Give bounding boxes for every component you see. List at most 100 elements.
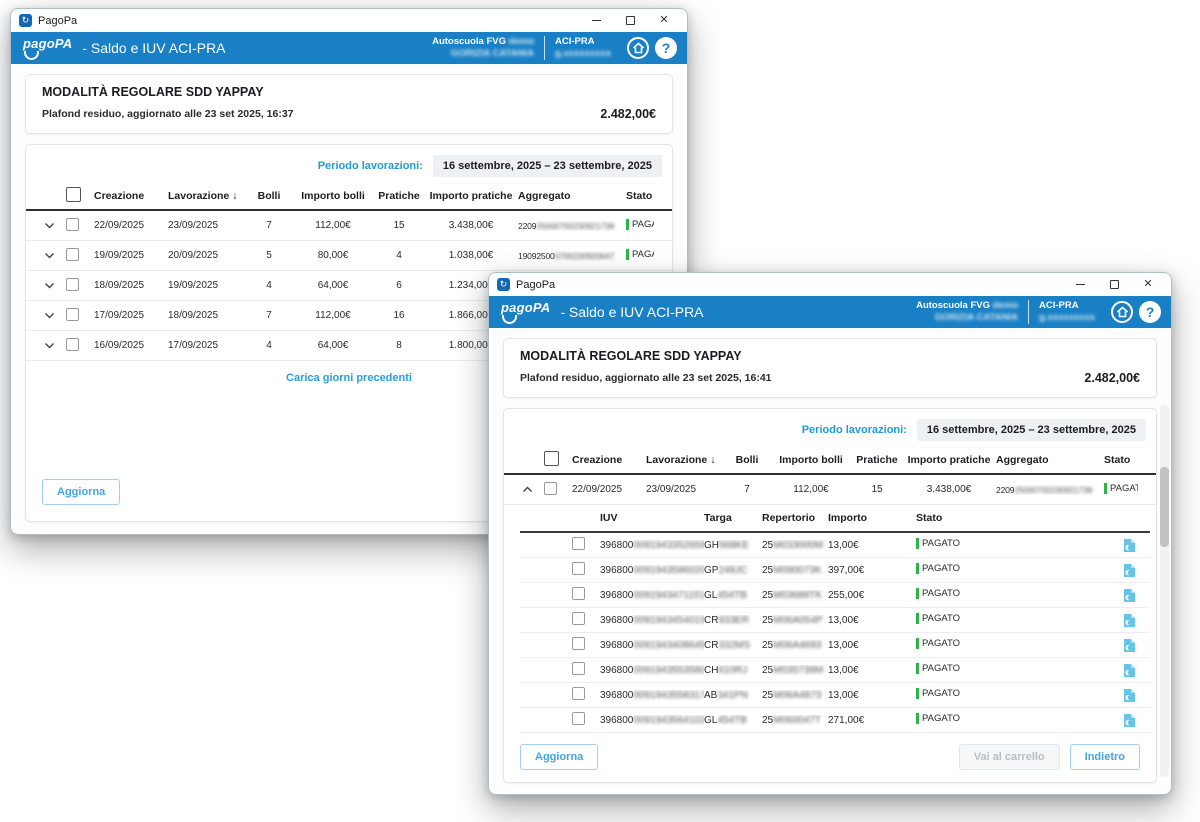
period-range-picker[interactable]: 16 settembre, 2025 – 23 settembre, 2025 (433, 155, 662, 177)
col-stato[interactable]: Stato (626, 190, 654, 202)
row-checkbox[interactable] (572, 637, 585, 650)
titlebar[interactable]: ↻ PagoPa ✕ (489, 273, 1171, 296)
col-importo[interactable]: Importo (828, 512, 916, 524)
row-checkbox[interactable] (572, 687, 585, 700)
help-icon[interactable]: ? (1139, 301, 1161, 323)
row-checkbox[interactable] (66, 278, 79, 291)
status-badge: PAGATO (916, 638, 960, 649)
receipt-icon[interactable] (1106, 538, 1136, 553)
help-icon[interactable]: ? (655, 37, 677, 59)
iuv-row[interactable]: 3968000091943586020 GP248JC 25M090073K 3… (520, 558, 1150, 583)
chevron-down-icon[interactable] (44, 282, 66, 289)
vai-al-carrello-button[interactable]: Vai al carrello (959, 744, 1060, 770)
col-lavorazione[interactable]: Lavorazione ↓ (646, 454, 724, 466)
cell-repertorio: 25M090073K (762, 565, 828, 576)
titlebar[interactable]: ↻ PagoPa ✕ (11, 9, 687, 32)
status-badge: PAGATO (916, 563, 960, 574)
chevron-down-icon[interactable] (44, 342, 66, 349)
col-bolli[interactable]: Bolli (246, 190, 292, 202)
row-checkbox[interactable] (572, 537, 585, 550)
iuv-row[interactable]: 3968000091943408645 CR332MS 25M06A4693 1… (520, 633, 1150, 658)
cell-creazione: 18/09/2025 (94, 280, 168, 291)
row-checkbox[interactable] (572, 662, 585, 675)
col-iuv[interactable]: IUV (600, 512, 704, 524)
receipt-icon[interactable] (1106, 663, 1136, 678)
minimize-button[interactable] (1063, 274, 1097, 295)
col-stato[interactable]: Stato (916, 512, 1106, 524)
scrollbar-thumb[interactable] (1160, 467, 1169, 547)
col-stato[interactable]: Stato (1104, 454, 1138, 466)
col-pratiche[interactable]: Pratiche (374, 190, 424, 202)
chevron-down-icon[interactable] (44, 252, 66, 259)
minimize-button[interactable] (579, 10, 613, 31)
iuv-row[interactable]: 3968000091943471151 GL454TB 25M03688TK 2… (520, 583, 1150, 608)
cell-creazione: 17/09/2025 (94, 310, 168, 321)
home-icon[interactable] (1111, 301, 1133, 323)
row-checkbox[interactable] (66, 218, 79, 231)
col-repertorio[interactable]: Repertorio (762, 512, 828, 524)
col-bolli[interactable]: Bolli (724, 454, 770, 466)
page-title: - Saldo e IUV ACI-PRA (82, 40, 432, 56)
row-checkbox[interactable] (66, 308, 79, 321)
iuv-row[interactable]: 3968000091943564102 GL454TB 25M060047T 2… (520, 708, 1150, 733)
col-creazione[interactable]: Creazione (94, 190, 168, 202)
row-checkbox[interactable] (572, 712, 585, 725)
col-pratiche[interactable]: Pratiche (852, 454, 902, 466)
home-icon[interactable] (627, 37, 649, 59)
cell-importo: 13,00€ (828, 665, 916, 676)
maximize-button[interactable] (613, 10, 647, 31)
aggiorna-button[interactable]: Aggiorna (42, 479, 120, 505)
receipt-icon[interactable] (1106, 563, 1136, 578)
cell-bolli: 4 (246, 340, 292, 351)
receipt-icon[interactable] (1106, 613, 1136, 628)
iuv-row[interactable]: 3968000091943558317 AB341PN 25M06A4873 1… (520, 683, 1150, 708)
receipt-icon[interactable] (1106, 588, 1136, 603)
col-aggregato[interactable]: Aggregato (996, 454, 1104, 466)
plafond-title: MODALITÀ REGOLARE SDD YAPPAY (42, 85, 656, 99)
plafond-amount: 2.482,00€ (1084, 371, 1140, 385)
expanded-table-row[interactable]: 22/09/2025 23/09/2025 7 112,00€ 15 3.438… (504, 475, 1156, 505)
col-importo-bolli[interactable]: Importo bolli (292, 190, 374, 202)
maximize-button[interactable] (1097, 274, 1131, 295)
row-checkbox[interactable] (66, 338, 79, 351)
col-importo-pratiche[interactable]: Importo pratiche (424, 190, 518, 202)
row-checkbox[interactable] (66, 248, 79, 261)
select-all-checkbox[interactable] (544, 451, 559, 466)
close-button[interactable]: ✕ (647, 10, 681, 31)
receipt-icon[interactable] (1106, 638, 1136, 653)
window-saldo-iuv-front: ↻ PagoPa ✕ pagoPA - Saldo e IUV ACI-PRA … (488, 272, 1172, 795)
row-checkbox[interactable] (572, 587, 585, 600)
chevron-down-icon[interactable] (44, 312, 66, 319)
col-aggregato[interactable]: Aggregato (518, 190, 626, 202)
row-checkbox[interactable] (572, 612, 585, 625)
row-checkbox[interactable] (572, 562, 585, 575)
select-all-checkbox[interactable] (66, 187, 81, 202)
col-creazione[interactable]: Creazione (572, 454, 646, 466)
plafond-subtitle: Plafond residuo, aggiornato alle 23 set … (520, 372, 772, 384)
period-range-picker[interactable]: 16 settembre, 2025 – 23 settembre, 2025 (917, 419, 1146, 441)
chevron-down-icon[interactable] (44, 222, 66, 229)
cell-importo-bolli: 64,00€ (292, 280, 374, 291)
vertical-scrollbar[interactable] (1160, 405, 1169, 777)
table-row[interactable]: 19/09/2025 20/09/2025 5 80,00€ 4 1.038,0… (26, 241, 672, 271)
col-importo-bolli[interactable]: Importo bolli (770, 454, 852, 466)
table-row[interactable]: 22/09/2025 23/09/2025 7 112,00€ 15 3.438… (26, 211, 672, 241)
cell-targa: GP248JC (704, 565, 762, 576)
aggiorna-button[interactable]: Aggiorna (520, 744, 598, 770)
iuv-row[interactable]: 3968000091943352659 GH568KE 25M033000M 1… (520, 533, 1150, 558)
indietro-button[interactable]: Indietro (1070, 744, 1140, 770)
iuv-row[interactable]: 3968000091943553580 CH610RJ 25M035739M 1… (520, 658, 1150, 683)
chevron-up-icon[interactable] (522, 486, 544, 493)
col-targa[interactable]: Targa (704, 512, 762, 524)
receipt-icon[interactable] (1106, 688, 1136, 703)
row-checkbox[interactable] (544, 482, 557, 495)
col-importo-pratiche[interactable]: Importo pratiche (902, 454, 996, 466)
cell-pratiche: 4 (374, 250, 424, 261)
col-lavorazione[interactable]: Lavorazione ↓ (168, 190, 246, 202)
receipt-icon[interactable] (1106, 713, 1136, 728)
iuv-row[interactable]: 3968000091943454019 CR933ER 25M06A054P 1… (520, 608, 1150, 633)
app-header: pagoPA - Saldo e IUV ACI-PRA Autoscuola … (489, 296, 1171, 328)
window-title: PagoPa (38, 15, 579, 27)
close-button[interactable]: ✕ (1131, 274, 1165, 295)
pagopa-logo: pagoPA (501, 301, 550, 324)
